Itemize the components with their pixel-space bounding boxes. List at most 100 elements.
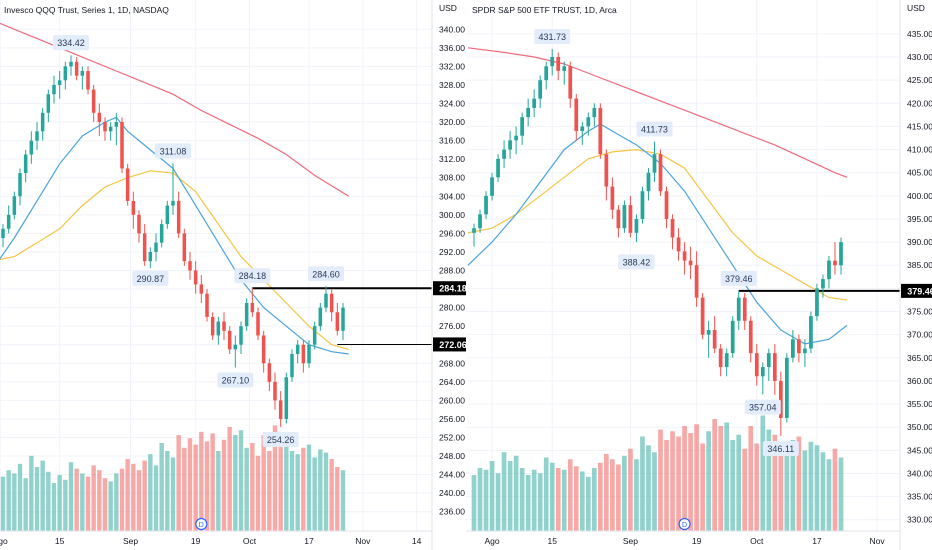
dividend-marker-icon[interactable]: D xyxy=(678,517,691,531)
candlestick xyxy=(574,94,579,141)
price-annotation: 290.87 xyxy=(132,270,169,286)
candlestick xyxy=(125,163,130,206)
candlestick xyxy=(290,349,294,382)
volume-bar xyxy=(210,433,215,531)
price-annotation: 411.73 xyxy=(636,121,673,137)
price-tick-label: 420.00 xyxy=(907,98,932,108)
volume-bar xyxy=(688,433,693,531)
candlestick xyxy=(159,219,164,248)
candlestick xyxy=(12,191,17,220)
candlestick xyxy=(706,320,711,358)
candlestick xyxy=(210,312,215,341)
candlestick xyxy=(97,103,102,136)
candlestick xyxy=(839,237,843,275)
volume-bar xyxy=(832,448,838,531)
volume-bar xyxy=(221,439,227,531)
candlestick xyxy=(827,255,831,289)
price-annotation: 357.04 xyxy=(744,399,781,415)
price-annotation: 267.10 xyxy=(217,372,254,388)
price-tick-label: 395.00 xyxy=(907,214,932,224)
volume-bar xyxy=(255,455,261,531)
candlestick xyxy=(568,61,573,108)
candlestick xyxy=(244,298,249,331)
candlestick xyxy=(688,246,693,280)
price-axis[interactable] xyxy=(900,0,932,550)
price-tick-label: 316.00 xyxy=(439,136,465,146)
time-tick-label: Sep xyxy=(123,536,138,546)
dividend-marker-icon[interactable]: D xyxy=(195,517,208,531)
price-tick-label: 236.00 xyxy=(439,507,465,517)
volume-bar xyxy=(289,451,295,531)
candlestick xyxy=(754,343,759,386)
candlestick xyxy=(6,205,11,234)
volume-bar xyxy=(204,441,210,531)
candlestick xyxy=(610,177,615,219)
volume-bar xyxy=(340,470,346,531)
volume-bar xyxy=(766,429,772,531)
candlestick xyxy=(809,311,813,354)
candlestick xyxy=(778,371,783,436)
price-tick-label: 425.00 xyxy=(907,75,932,85)
volume-bar xyxy=(724,422,730,531)
volume-bar xyxy=(501,452,507,531)
volume-bar xyxy=(772,434,778,531)
volume-bar xyxy=(706,431,711,531)
time-tick-label: Oct xyxy=(243,536,257,546)
candlestick xyxy=(634,214,639,243)
price-tick-label: 248.00 xyxy=(439,451,465,461)
price-tick-label: 240.00 xyxy=(439,488,465,498)
candlestick xyxy=(628,195,633,238)
price-annotation: 346.11 xyxy=(762,440,799,456)
volume-bar xyxy=(159,443,164,531)
volume-bar xyxy=(250,443,255,531)
price-tick-label: 264.00 xyxy=(439,377,465,387)
candlestick xyxy=(301,340,306,373)
volume-bar xyxy=(640,436,645,531)
candlestick xyxy=(803,339,807,368)
volume-bar xyxy=(591,468,597,531)
volume-bar xyxy=(808,441,814,531)
candlestick xyxy=(216,316,221,345)
level-price-tag: 272.06 xyxy=(433,337,466,352)
volume-bar xyxy=(306,444,312,531)
price-annotation: 379.46 xyxy=(720,270,757,286)
candlestick xyxy=(108,122,113,141)
price-tick-label: 276.00 xyxy=(439,321,465,331)
volume-bar xyxy=(102,478,108,531)
volume-bar xyxy=(784,447,790,531)
volume-bar xyxy=(165,451,170,531)
price-tick-label: 324.00 xyxy=(439,99,465,109)
price-annotation: 334.42 xyxy=(53,35,89,51)
volume-bar xyxy=(335,467,340,531)
moving-average-line xyxy=(0,116,349,355)
volume-bar xyxy=(507,461,513,531)
volume-bar xyxy=(718,426,724,531)
volume-bar xyxy=(826,459,832,531)
level-price-tag-label: 284.18 xyxy=(439,284,466,294)
time-tick-label: Nov xyxy=(870,536,886,546)
candlestick xyxy=(712,316,717,354)
qqq-chart-pane[interactable]: 334.42 311.08 290.87 284.18 284.60 267.10 254.… xyxy=(0,0,466,550)
volume-bar xyxy=(136,470,142,531)
price-annotation-label: 346.11 xyxy=(767,444,794,454)
volume-bar xyxy=(199,431,204,531)
price-tick-label: 355.00 xyxy=(907,399,932,409)
time-tick-label: 15 xyxy=(55,536,65,546)
volume-bar xyxy=(802,450,808,531)
symbol-title: SPDR S&P 500 ETF TRUST, 1D, Arca xyxy=(472,5,617,15)
time-tick-label: Nov xyxy=(355,536,371,546)
candlestick xyxy=(273,372,277,410)
candlestick xyxy=(171,163,175,215)
spy-chart-pane[interactable]: 431.73 411.73 388.42 379.46 357.04 346.11 330.… xyxy=(466,0,932,550)
price-tick-label: 268.00 xyxy=(439,358,465,368)
candlestick xyxy=(165,200,170,229)
candlestick xyxy=(478,209,482,233)
price-axis[interactable] xyxy=(432,0,466,550)
candlestick xyxy=(700,293,705,340)
price-tick-label: 435.00 xyxy=(907,29,932,39)
candlestick xyxy=(544,61,549,90)
volume-bar xyxy=(561,469,567,531)
volume-bar xyxy=(57,475,62,531)
volume-bar xyxy=(555,468,561,531)
price-annotation: 431.73 xyxy=(534,29,571,45)
